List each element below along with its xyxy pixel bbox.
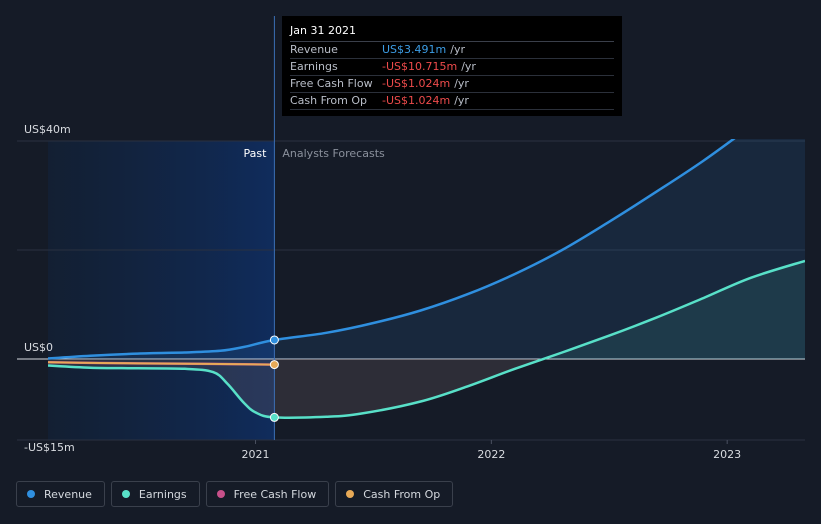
free-cash-flow-dot-icon bbox=[216, 490, 225, 498]
earnings-area bbox=[48, 260, 805, 418]
tooltip-unit: /yr bbox=[450, 43, 465, 56]
tooltip-row-earnings: Earnings -US$10.715m /yr bbox=[290, 59, 614, 76]
legend-item-cash-from-op[interactable]: Cash From Op bbox=[335, 481, 454, 507]
legend-label: Revenue bbox=[44, 487, 92, 501]
revenue-dot-icon bbox=[27, 490, 35, 498]
earnings-marker bbox=[269, 412, 279, 422]
tooltip-row-revenue: Revenue US$3.491m /yr bbox=[290, 42, 614, 59]
tooltip-value: -US$10.715m bbox=[382, 60, 458, 73]
legend: Revenue Earnings Free Cash Flow Cash Fro… bbox=[16, 481, 454, 507]
earnings-dot-icon bbox=[121, 490, 130, 498]
y-axis-label: -US$15m bbox=[24, 441, 75, 454]
x-tick-label: 2023 bbox=[713, 448, 741, 461]
tooltip-unit: /yr bbox=[461, 60, 476, 73]
tooltip-row-free-cash-flow: Free Cash Flow -US$1.024m /yr bbox=[290, 76, 614, 93]
x-tick-label: 2021 bbox=[242, 448, 270, 461]
y-axis-label: US$40m bbox=[24, 123, 71, 136]
tooltip-date: Jan 31 2021 bbox=[290, 24, 614, 42]
legend-label: Free Cash Flow bbox=[233, 487, 317, 501]
y-axis-label: US$0 bbox=[24, 341, 53, 354]
past-label: Past bbox=[243, 147, 267, 160]
tooltip-label: Revenue bbox=[290, 43, 338, 56]
legend-item-free-cash-flow[interactable]: Free Cash Flow bbox=[205, 481, 330, 507]
tooltip-unit: /yr bbox=[454, 77, 469, 90]
earnings-line bbox=[48, 259, 805, 419]
forecast-label: Analysts Forecasts bbox=[282, 147, 385, 160]
revenue-area bbox=[48, 139, 805, 359]
legend-label: Cash From Op bbox=[363, 487, 441, 501]
legend-label: Earnings bbox=[138, 487, 187, 501]
tooltip-row-cash-from-op: Cash From Op -US$1.024m /yr bbox=[290, 93, 614, 110]
earnings-negative-area bbox=[48, 359, 805, 418]
tooltip: Jan 31 2021 Revenue US$3.491m /yr Earnin… bbox=[282, 16, 622, 116]
past-region bbox=[48, 141, 275, 440]
cash-from-op-marker bbox=[269, 360, 279, 370]
legend-item-earnings[interactable]: Earnings bbox=[110, 481, 200, 507]
revenue-line bbox=[48, 139, 736, 360]
cash-from-op-dot-icon bbox=[346, 490, 355, 498]
legend-item-revenue[interactable]: Revenue bbox=[16, 481, 105, 507]
tooltip-label: Earnings bbox=[290, 60, 338, 73]
revenue-marker bbox=[269, 335, 279, 345]
tooltip-label: Cash From Op bbox=[290, 94, 368, 107]
tooltip-value: -US$1.024m bbox=[382, 77, 451, 90]
x-tick-label: 2022 bbox=[477, 448, 505, 461]
tooltip-value: -US$1.024m bbox=[382, 94, 451, 107]
tooltip-value: US$3.491m bbox=[382, 43, 447, 56]
tooltip-label: Free Cash Flow bbox=[290, 77, 373, 90]
cash-from-op-line bbox=[47, 361, 275, 366]
tooltip-unit: /yr bbox=[454, 94, 469, 107]
